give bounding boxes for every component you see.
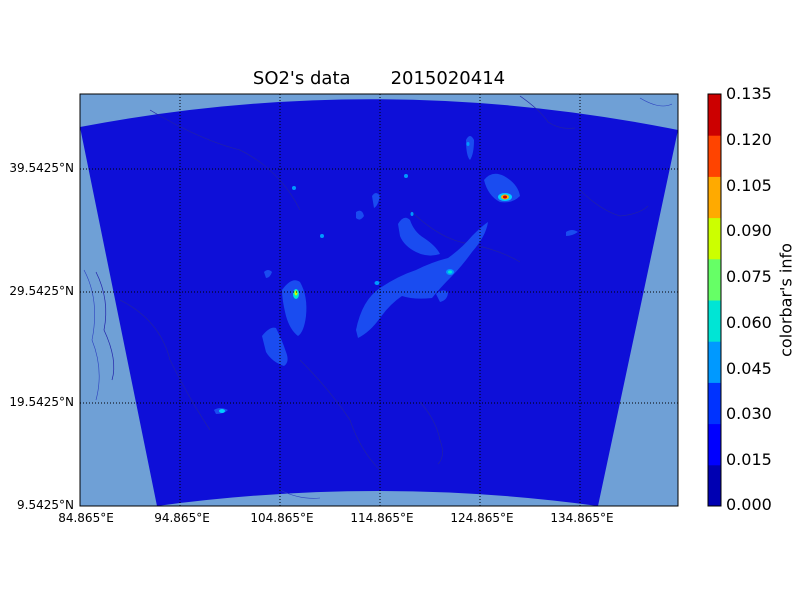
lon-label: 104.865°E [250, 511, 314, 525]
colorbar-tick: 0.090 [726, 221, 772, 240]
map-title: SO2's data 2015020414 [252, 68, 506, 89]
colorbar-tick: 0.105 [726, 176, 772, 195]
colorbar [708, 94, 721, 507]
colorbar-frame [707, 93, 722, 507]
plume-small-4 [566, 230, 578, 236]
hotspot-small-4 [410, 212, 414, 216]
colorbar-segment [708, 382, 721, 425]
plume-sichuan [282, 280, 307, 336]
colorbar-segment [708, 423, 721, 466]
lat-label: 39.5425°N [9, 161, 74, 175]
lon-label: 94.865°E [154, 511, 210, 525]
lat-label: 19.5425°N [9, 395, 74, 409]
outer-land [83, 97, 673, 499]
colorbar-label: colorbar's info [776, 243, 796, 357]
colorbar-segment [708, 94, 721, 136]
map-frame [79, 93, 679, 507]
hotspot-korea-peak [503, 195, 507, 199]
plume-small-2 [264, 270, 272, 278]
lat-label: 29.5425°N [9, 284, 74, 298]
plume-central [356, 222, 488, 338]
colorbar-tick: 0.135 [726, 84, 772, 103]
hotspot-central-core [448, 270, 452, 274]
colorbar-tick: 0.060 [726, 313, 772, 332]
colorbar-segment [708, 464, 721, 507]
graticule [80, 94, 678, 506]
colorbar-segment [708, 176, 721, 219]
hotspot-small-2 [320, 234, 324, 238]
plume-small-3 [356, 210, 364, 220]
hotspot-south [219, 409, 225, 413]
colorbar-tick: 0.000 [726, 495, 772, 514]
colorbar-tick: 0.075 [726, 267, 772, 286]
colorbar-segment [708, 135, 721, 177]
lon-label: 114.865°E [350, 511, 414, 525]
colorbar-tick: 0.120 [726, 130, 772, 149]
hotspot-small-1 [404, 174, 408, 178]
coastlines [95, 95, 649, 471]
lon-label: 84.865°E [58, 511, 114, 525]
colorbar-segment [708, 341, 721, 383]
plume-coast [436, 290, 448, 302]
colorbar-tick: 0.045 [726, 359, 772, 378]
colorbar-segment [708, 217, 721, 260]
hotspot-inland [374, 281, 380, 285]
colorbar-segment [708, 258, 721, 301]
colorbar-tick: 0.030 [726, 404, 772, 423]
plume-north [398, 217, 440, 256]
hotspot-ne [466, 142, 470, 146]
plume-west [262, 327, 288, 366]
lon-label: 124.865°E [450, 511, 514, 525]
lat-label: 9.5425°N [17, 498, 74, 512]
hotspot-small-3 [292, 186, 296, 190]
colorbar-segment [708, 300, 721, 342]
colorbar-tick: 0.015 [726, 450, 772, 469]
hotspot-sichuan-core [294, 290, 298, 296]
plume-small-1 [372, 193, 380, 208]
lon-label: 134.865°E [550, 511, 614, 525]
so2-plumes [214, 136, 578, 414]
